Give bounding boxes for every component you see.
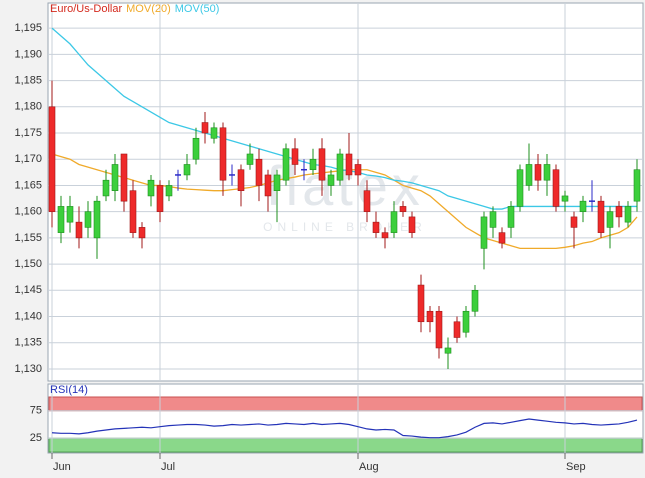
- candle-body: [291, 148, 299, 165]
- candle-body: [354, 164, 362, 176]
- candle-body: [543, 164, 551, 181]
- rsi-high-zone: [48, 396, 643, 412]
- candle-body: [633, 169, 641, 202]
- x-tick-label: Aug: [359, 461, 379, 473]
- candle-body: [597, 200, 605, 233]
- candle-body: [435, 310, 443, 349]
- candle-body: [165, 185, 173, 197]
- candle-body: [138, 227, 146, 239]
- candle-body: [480, 216, 488, 249]
- candle-body: [93, 200, 101, 239]
- candle-body: [345, 153, 353, 176]
- candle-body: [120, 153, 128, 202]
- y-tick-label: 1,145: [14, 284, 42, 296]
- candle-body: [399, 206, 407, 212]
- candle-body: [183, 164, 191, 176]
- candle-body: [516, 169, 524, 207]
- rsi-line: [51, 418, 638, 439]
- rsi-low-zone: [48, 437, 643, 453]
- y-tick-label: 1,140: [14, 310, 42, 322]
- candle-body: [102, 179, 110, 197]
- y-tick-label: 1,155: [14, 232, 42, 244]
- candle-body: [156, 185, 164, 212]
- x-tick-label: Jun: [53, 461, 71, 473]
- y-tick-label: 1,135: [14, 337, 42, 349]
- candle-body: [525, 164, 533, 186]
- candle-body: [372, 221, 380, 233]
- candle-body: [84, 211, 92, 228]
- candle-body: [273, 174, 281, 191]
- candle-body: [606, 211, 614, 228]
- y-tick-label: 1,180: [14, 101, 42, 113]
- moving-average-line: [51, 27, 637, 210]
- candle-body: [75, 221, 83, 239]
- legend-entry: RSI(14): [50, 384, 88, 396]
- candle-body: [201, 122, 209, 134]
- candle-body: [57, 206, 65, 233]
- watermark-sub: ONLINE BROKER: [263, 220, 427, 234]
- candle-body: [444, 347, 452, 354]
- y-tick-label: 1,175: [14, 127, 42, 139]
- price-plot-area: [47, 2, 644, 382]
- legend-entry: MOV(20): [126, 3, 171, 15]
- candle-body: [417, 284, 425, 323]
- candle-body: [498, 232, 506, 244]
- candle-body: [255, 158, 263, 186]
- candle-body: [534, 164, 542, 181]
- candle-body: [570, 216, 578, 228]
- candle-body: [318, 148, 326, 181]
- candle-body: [408, 216, 416, 233]
- candle-body: [219, 127, 227, 181]
- candle-body: [327, 174, 335, 186]
- candle-body: [471, 290, 479, 312]
- candle-body: [129, 190, 137, 233]
- y-tick-label: 1,190: [14, 48, 42, 60]
- candle-body: [192, 137, 200, 160]
- candle-body: [507, 206, 515, 228]
- y-tick-label: 1,165: [14, 179, 42, 191]
- candle-body: [246, 153, 254, 165]
- y-tick-label: 1,170: [14, 153, 42, 165]
- candle-body: [552, 169, 560, 207]
- candle-body: [309, 158, 317, 171]
- candle-body: [462, 310, 470, 333]
- candle-body: [237, 169, 245, 191]
- candle-body: [489, 211, 497, 228]
- candle-body: [282, 148, 290, 181]
- candle-body: [579, 200, 587, 212]
- y-tick-label: 1,150: [14, 258, 42, 270]
- candle-body: [264, 174, 272, 197]
- y-tick-label: 1,185: [14, 74, 42, 86]
- candle-body: [363, 190, 371, 212]
- candle-body: [561, 195, 569, 202]
- candle-body: [210, 127, 218, 139]
- candle-body: [624, 206, 632, 223]
- y-tick-label: 1,160: [14, 206, 42, 218]
- candle-body: [615, 206, 623, 218]
- y-tick-label: 1,130: [14, 363, 42, 375]
- y-tick-label: 25: [30, 432, 42, 444]
- candle-body: [48, 106, 56, 212]
- candle-body: [111, 164, 119, 191]
- candle-body: [453, 321, 461, 338]
- candle-body: [381, 232, 389, 239]
- candle-body: [390, 211, 398, 233]
- y-tick-label: 75: [30, 405, 42, 417]
- candle-body: [336, 153, 344, 181]
- candle-body: [426, 310, 434, 323]
- candle-body: [66, 206, 74, 223]
- candle-body: [147, 179, 155, 197]
- legend-entry: Euro/Us-Dollar: [50, 3, 122, 15]
- legend-entry: MOV(50): [175, 3, 220, 15]
- y-tick-label: 1,195: [14, 22, 42, 34]
- x-tick-label: Jul: [161, 461, 175, 473]
- x-tick-label: Sep: [566, 461, 586, 473]
